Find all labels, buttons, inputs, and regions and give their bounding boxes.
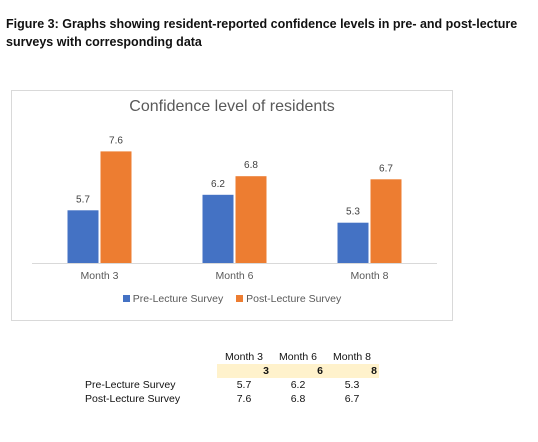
legend-label-pre: Pre-Lecture Survey: [132, 293, 224, 305]
table-row-label: Post-Lecture Survey: [85, 393, 181, 405]
bar-pre-2: [202, 194, 234, 263]
table-row-label: Pre-Lecture Survey: [85, 379, 176, 391]
bar-post-3: [370, 179, 402, 263]
x-tick-label: Month 6: [216, 270, 254, 282]
table-cell: 6.2: [290, 379, 306, 391]
table-cell: 7.6: [236, 393, 252, 405]
chart-title: Confidence level of residents: [129, 98, 335, 115]
bar-pre-1: [67, 210, 99, 263]
table-cell: 3: [217, 364, 271, 378]
data-label: 7.6: [109, 135, 123, 146]
chart-legend: Pre-Lecture Survey Post-Lecture Survey: [12, 293, 452, 305]
data-label: 6.7: [379, 163, 393, 174]
table-corner-cell: [85, 350, 217, 364]
data-label: 5.3: [346, 207, 360, 218]
table-col-header: Month 8: [333, 351, 371, 363]
table-index-row: 3 6 8: [85, 364, 379, 378]
table-cell: 8: [325, 364, 379, 378]
data-label: 6.8: [244, 160, 258, 171]
table-cell: 6.8: [290, 393, 306, 405]
bar-post-1: [100, 151, 132, 263]
legend-swatch-post: [236, 295, 244, 302]
table-cell: 6: [271, 364, 325, 378]
table-header-row: Month 3 Month 6 Month 8: [85, 350, 379, 364]
data-label: 6.2: [211, 179, 225, 190]
chart-frame: Confidence level of residents 5.7 7.6 Mont…: [11, 90, 453, 321]
table-cell: 5.3: [344, 379, 360, 391]
bar-chart: 5.7 7.6 Month 3 6.2 6.8 Month 6 5.3 6.7 Month 8: [32, 135, 437, 282]
figure-caption: Figure 3: Graphs showing resident-report…: [6, 17, 518, 49]
table-cell: 6.7: [344, 393, 360, 405]
bar-post-2: [235, 176, 267, 263]
data-table: Month 3 Month 6 Month 8 3 6 8 Pre-Lectur…: [85, 350, 379, 406]
table-col-header: Month 3: [225, 351, 263, 363]
legend-swatch-pre: [122, 295, 130, 302]
legend-label-post: Post-Lecture Survey: [246, 293, 342, 305]
table-row: Pre-Lecture Survey 5.7 6.2 5.3: [85, 378, 379, 392]
legend-item-pre: Pre-Lecture Survey: [122, 293, 224, 305]
legend-item-post: Post-Lecture Survey: [236, 293, 341, 305]
x-tick-label: Month 3: [81, 270, 119, 282]
table-col-header: Month 6: [279, 351, 317, 363]
table-row: Post-Lecture Survey 7.6 6.8 6.7: [85, 392, 379, 406]
table-index-label: [85, 364, 217, 378]
data-label: 5.7: [76, 194, 90, 205]
bar-pre-3: [337, 222, 369, 263]
table-cell: 5.7: [236, 379, 252, 391]
x-tick-label: Month 8: [351, 270, 389, 282]
